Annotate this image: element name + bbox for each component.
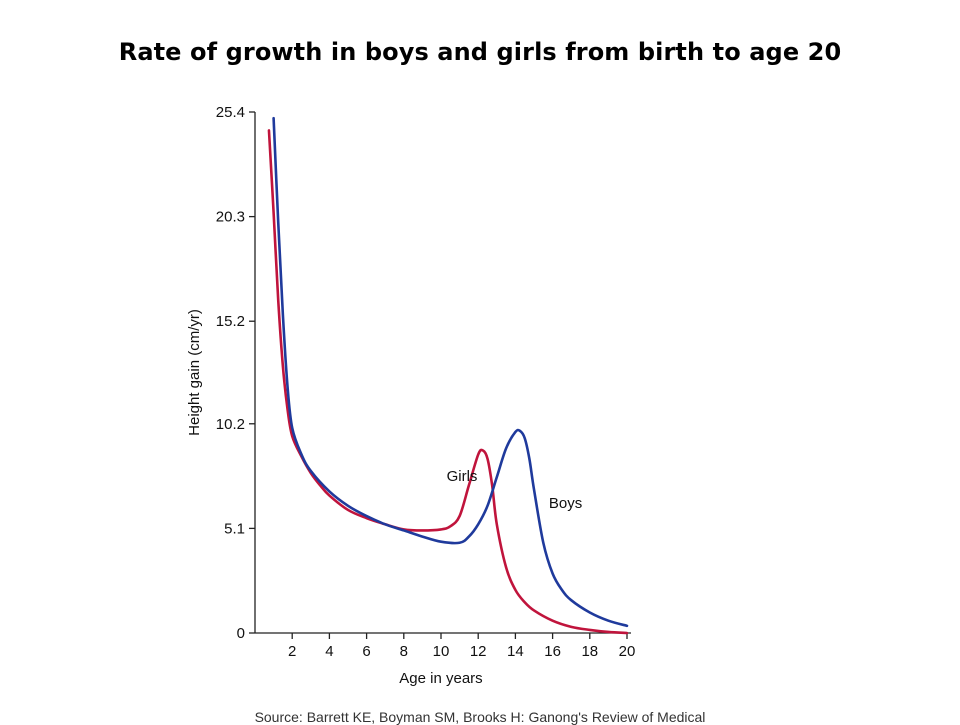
y-tick-label: 5.1 [224, 520, 245, 537]
y-tick-label: 25.4 [216, 104, 245, 121]
series-label-girls: Girls [447, 468, 478, 485]
x-tick-label: 12 [470, 643, 487, 660]
x-tick-label: 18 [581, 643, 598, 660]
x-tick-label: 4 [325, 643, 333, 660]
chart-axes [254, 112, 631, 634]
x-tick-label: 16 [544, 643, 561, 660]
chart-ticks: 0 5.1 10.2 15.2 20.3 25.4 2 4 6 8 10 12 14 16 18 20 [216, 104, 636, 660]
y-tick-label: 0 [237, 625, 245, 642]
x-tick-label: 6 [362, 643, 370, 660]
chart-labels: Age in years Height gain (cm/yr) Girls Boys [186, 309, 582, 687]
x-tick-label: 2 [288, 643, 296, 660]
series-line-girls [267, 129, 629, 635]
source-note: Source: Barrett KE, Boyman SM, Brooks H:… [254, 709, 706, 725]
x-tick-label: 14 [507, 643, 524, 660]
chart-series [267, 116, 629, 635]
y-tick-label: 15.2 [216, 313, 245, 330]
x-tick-label: 10 [433, 643, 450, 660]
y-axis-title: Height gain (cm/yr) [186, 309, 203, 436]
x-axis-title: Age in years [399, 670, 482, 687]
page-title: Rate of growth in boys and girls from bi… [118, 38, 842, 66]
x-tick-label: 8 [400, 643, 408, 660]
series-line-boys [272, 116, 629, 628]
series-label-boys: Boys [549, 495, 582, 512]
x-tick-label: 20 [619, 643, 636, 660]
y-tick-label: 10.2 [216, 416, 245, 433]
y-tick-label: 20.3 [216, 209, 245, 226]
